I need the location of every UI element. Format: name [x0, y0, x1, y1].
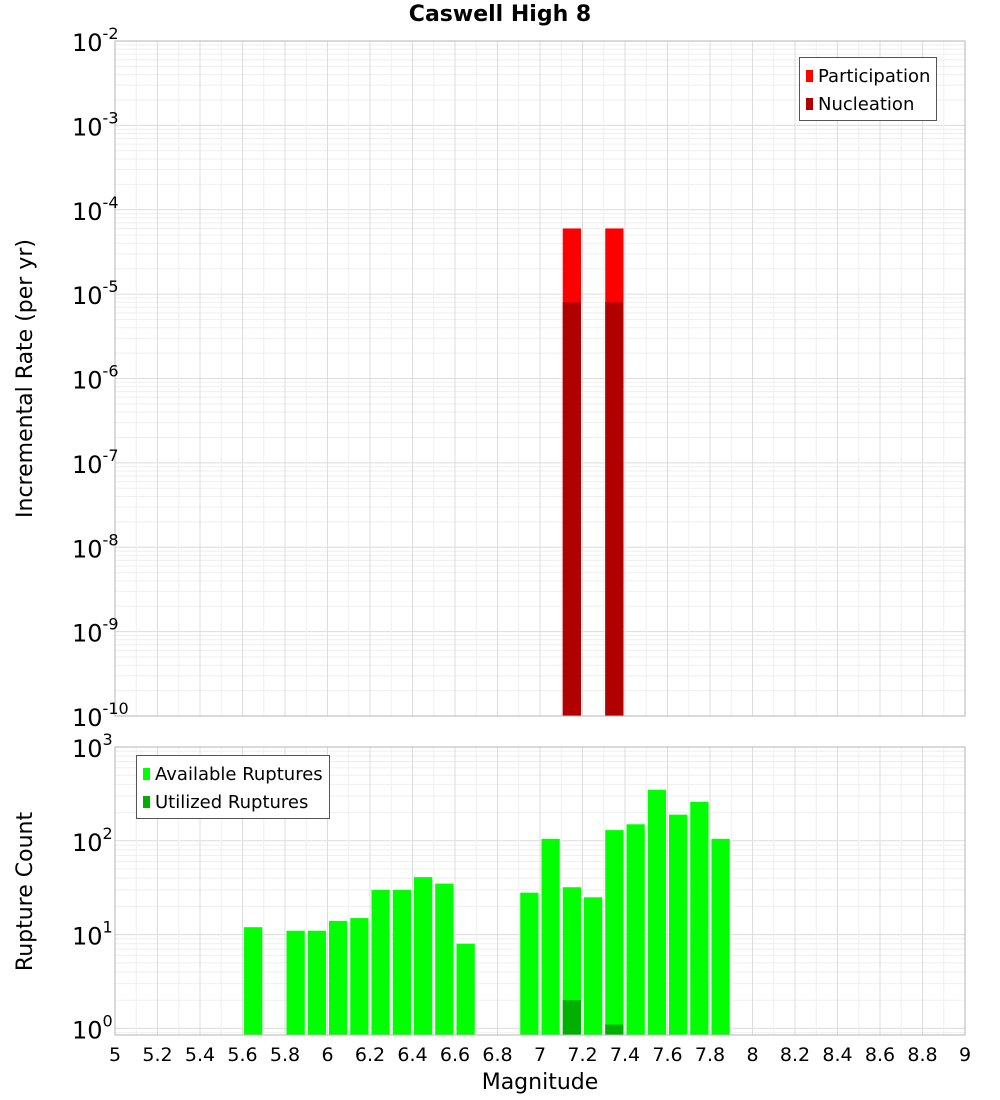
legend-swatch-nucleation — [806, 98, 813, 110]
x-tick-label: 6.6 — [440, 1044, 470, 1066]
x-tick-label: 5.2 — [142, 1044, 172, 1066]
rate-y-tick-label: 10-10 — [72, 699, 129, 732]
chart-title: Caswell High 8 — [408, 2, 592, 27]
count-y-tick-label: 103 — [72, 730, 113, 763]
rate-y-tick-label: 10-2 — [72, 24, 119, 57]
x-tick-label: 8.8 — [907, 1044, 937, 1066]
count-bar-available-ruptures — [371, 889, 390, 1035]
count-y-tick-label: 101 — [72, 918, 113, 951]
legend-swatch-available — [143, 768, 150, 780]
rate-bar-nucleation — [562, 302, 581, 716]
legend-item-utilized: Utilized Ruptures — [143, 788, 323, 816]
x-tick-label: 8.6 — [865, 1044, 895, 1066]
count-bar-available-ruptures — [435, 883, 454, 1035]
count-bar-available-ruptures — [669, 814, 688, 1035]
legend-label-available: Available Ruptures — [155, 763, 323, 785]
count-bar-available-ruptures — [414, 877, 433, 1035]
count-bar-available-ruptures — [626, 824, 645, 1035]
legend-item-available: Available Ruptures — [143, 760, 323, 788]
count-y-tick-label: 100 — [72, 1011, 113, 1044]
count-bar-available-ruptures — [244, 927, 263, 1035]
x-tick-label: 6 — [321, 1044, 333, 1066]
rate-y-axis-label: Incremental Rate (per yr) — [12, 239, 38, 518]
count-plot-frame — [114, 746, 966, 1036]
x-axis-label: Magnitude — [481, 1070, 599, 1095]
count-bar-available-ruptures — [562, 887, 581, 1035]
rate-y-tick-label: 10-4 — [72, 193, 119, 226]
count-legend: Available Ruptures Utilized Ruptures — [136, 755, 330, 819]
count-bar-utilized-ruptures — [605, 1024, 624, 1035]
x-tick-label: 6.2 — [355, 1044, 385, 1066]
legend-label-utilized: Utilized Ruptures — [155, 791, 309, 813]
rate-y-tick-label: 10-6 — [72, 362, 119, 395]
legend-label-nucleation: Nucleation — [818, 93, 915, 115]
x-tick-label: 7.6 — [652, 1044, 682, 1066]
x-tick-label: 7.2 — [567, 1044, 597, 1066]
x-tick-label: 7 — [534, 1044, 546, 1066]
count-bar-utilized-ruptures — [562, 1000, 581, 1035]
rate-y-tick-label: 10-3 — [72, 108, 119, 141]
count-bar-available-ruptures — [690, 801, 709, 1035]
count-bar-available-ruptures — [584, 897, 603, 1035]
count-y-axis-label: Rupture Count — [12, 811, 38, 971]
count-bar-available-ruptures — [456, 943, 475, 1035]
x-tick-label: 5.4 — [185, 1044, 215, 1066]
rate-y-tick-label: 10-8 — [72, 530, 119, 563]
rate-bar-nucleation — [605, 302, 624, 716]
count-y-tick-label: 102 — [72, 824, 113, 857]
x-tick-label: 7.8 — [695, 1044, 725, 1066]
count-bar-available-ruptures — [392, 889, 411, 1035]
count-bar-available-ruptures — [711, 838, 730, 1035]
x-tick-label: 8.4 — [822, 1044, 852, 1066]
x-tick-label: 5 — [109, 1044, 121, 1066]
x-tick-label: 8 — [746, 1044, 758, 1066]
count-bar-available-ruptures — [350, 918, 369, 1035]
legend-swatch-utilized — [143, 796, 150, 808]
x-tick-label: 6.8 — [482, 1044, 512, 1066]
x-tick-label: 8.2 — [780, 1044, 810, 1066]
rate-y-tick-label: 10-7 — [72, 446, 119, 479]
x-tick-label: 9 — [959, 1044, 971, 1066]
count-bar-available-ruptures — [286, 930, 305, 1035]
x-tick-label: 6.4 — [397, 1044, 427, 1066]
legend-item-nucleation: Nucleation — [806, 90, 930, 118]
count-bar-available-ruptures — [647, 789, 666, 1035]
rate-y-tick-label: 10-5 — [72, 277, 119, 310]
x-tick-label: 5.6 — [227, 1044, 257, 1066]
legend-item-participation: Participation — [806, 62, 930, 90]
rate-y-tick-label: 10-9 — [72, 615, 119, 648]
count-bar-available-ruptures — [541, 838, 560, 1035]
legend-label-participation: Participation — [818, 65, 931, 87]
count-bar-available-ruptures — [520, 892, 539, 1035]
rate-plot-frame — [114, 40, 966, 717]
count-bar-available-ruptures — [307, 930, 326, 1035]
legend-swatch-participation — [806, 70, 813, 82]
count-bar-available-ruptures — [329, 920, 348, 1035]
x-tick-label: 5.8 — [270, 1044, 300, 1066]
count-bar-available-ruptures — [605, 830, 624, 1035]
rate-legend: Participation Nucleation — [799, 57, 938, 121]
x-tick-label: 7.4 — [610, 1044, 640, 1066]
